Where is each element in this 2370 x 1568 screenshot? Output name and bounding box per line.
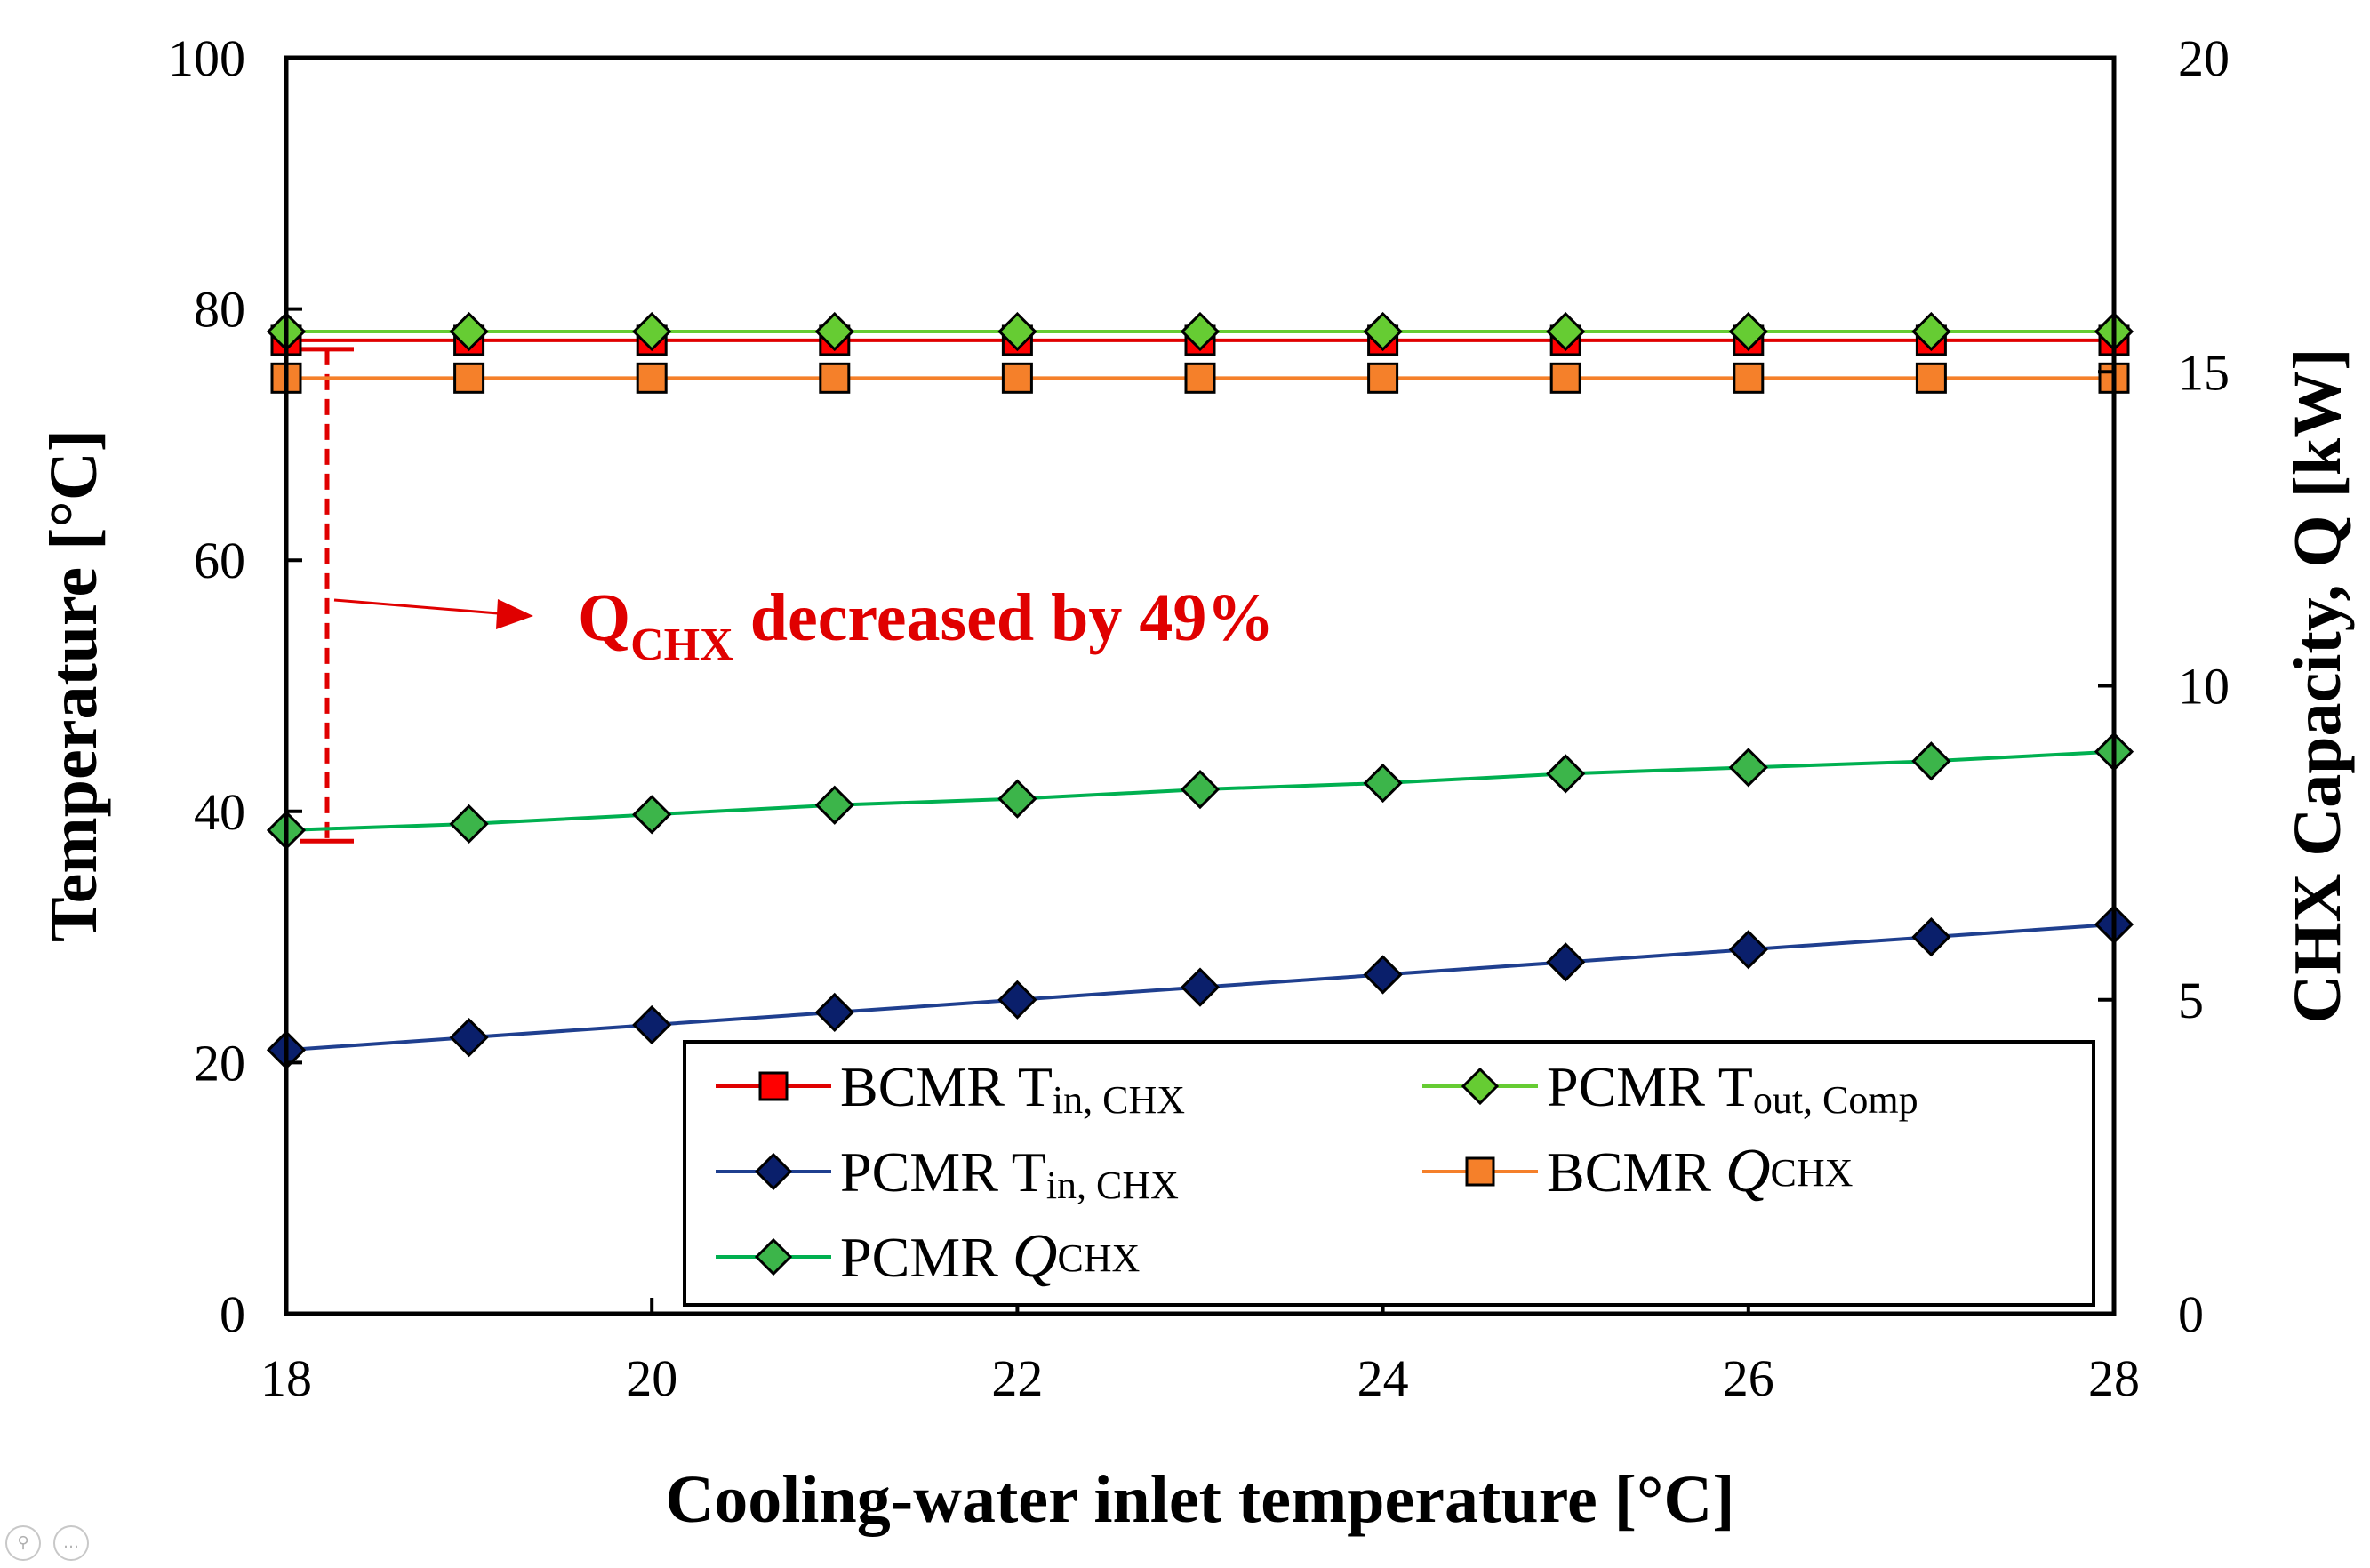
data-point [1728, 930, 1768, 970]
y-right-tick-label: 10 [2178, 658, 2230, 716]
data-point [1367, 362, 1399, 394]
y-right-tick-label: 20 [2178, 29, 2230, 87]
x-tick-label: 20 [626, 1349, 677, 1407]
legend-entry: BCMR QCHX [1422, 1137, 1853, 1205]
data-point [1546, 754, 1586, 794]
data-point [997, 311, 1037, 352]
legend-label: BCMR Tin, CHX [840, 1055, 1185, 1122]
y-right-tick-label: 15 [2178, 343, 2230, 401]
data-point [453, 362, 485, 394]
data-point [449, 804, 489, 844]
arrow-head [496, 599, 533, 629]
x-tick-label: 26 [1723, 1349, 1774, 1407]
data-point [754, 1152, 793, 1191]
data-point [1363, 311, 1403, 352]
annotation-text: QCHX decreased by 49% [578, 580, 1274, 670]
data-point [1733, 362, 1765, 394]
data-point [1911, 916, 1951, 957]
annotation: QCHX decreased by 49% [300, 347, 1274, 844]
legend-entry: BCMR Tin, CHX [716, 1055, 1185, 1122]
data-point [449, 1018, 489, 1058]
ellipsis-icon[interactable]: … [53, 1525, 89, 1561]
data-point [997, 980, 1037, 1020]
legend-entry: PCMR QCHX [716, 1222, 1140, 1291]
legend-label: PCMR QCHX [840, 1222, 1140, 1291]
y-left-tick-label: 40 [194, 783, 245, 841]
series-1 [266, 311, 2134, 352]
x-tick-label: 22 [991, 1349, 1043, 1407]
data-point [1461, 1067, 1500, 1106]
data-point [1911, 311, 1951, 352]
y-left-tick-label: 20 [194, 1034, 245, 1092]
legend-entry: PCMR Tout, Comp [1422, 1055, 1918, 1122]
data-point [1546, 942, 1586, 982]
series-3 [270, 362, 2130, 394]
x-tick-label: 28 [2088, 1349, 2140, 1407]
y-right-axis-title: CHX Capacity, Q [kW] [2280, 348, 2355, 1024]
arrow-shaft [333, 598, 499, 615]
data-point [1001, 362, 1033, 394]
data-point [1915, 362, 1947, 394]
data-point [1184, 362, 1216, 394]
legend-label: PCMR Tin, CHX [840, 1140, 1179, 1207]
data-point [814, 785, 854, 825]
legend: BCMR Tin, CHX PCMR Tout, Comp PCMR Tin, CH… [683, 1040, 2095, 1307]
legend-box [683, 1040, 2095, 1307]
data-point [1180, 967, 1221, 1007]
data-point [1728, 748, 1768, 788]
y-left-tick-label: 80 [194, 281, 245, 339]
magnifier-icon[interactable]: ⚲ [5, 1525, 41, 1561]
data-point [814, 311, 854, 352]
y-left-tick-label: 0 [220, 1285, 245, 1343]
series-4 [266, 732, 2134, 851]
data-point [819, 362, 851, 394]
data-point [1363, 763, 1403, 804]
data-point [449, 311, 489, 352]
data-point [1180, 311, 1221, 352]
data-point [758, 1071, 789, 1101]
x-axis-title: Cooling-water inlet temperature [°C] [665, 1462, 1734, 1537]
data-point [1728, 311, 1768, 352]
y-left-tick-label: 100 [168, 29, 245, 87]
data-point [1911, 741, 1951, 781]
y-right-tick-label: 5 [2178, 972, 2204, 1029]
data-point [632, 1004, 672, 1045]
data-point [1546, 311, 1586, 352]
data-point [632, 795, 672, 835]
data-point [1363, 955, 1403, 995]
data-point [997, 779, 1037, 819]
series-2 [266, 904, 2134, 1070]
legend-label: PCMR Tout, Comp [1547, 1055, 1918, 1122]
data-point [632, 311, 672, 352]
y-right-tick-label: 0 [2178, 1285, 2204, 1343]
y-left-tick-label: 60 [194, 532, 245, 589]
data-point [636, 362, 668, 394]
data-point [1549, 362, 1581, 394]
legend-entry: PCMR Tin, CHX [716, 1140, 1179, 1207]
y-left-axis-title: Temperature [°C] [36, 429, 111, 942]
data-point [814, 992, 854, 1033]
legend-label: BCMR QCHX [1547, 1137, 1853, 1205]
data-point [1465, 1156, 1495, 1187]
data-point [1180, 769, 1221, 810]
x-tick-label: 24 [1357, 1349, 1409, 1407]
x-tick-label: 18 [260, 1349, 312, 1407]
data-point [754, 1237, 793, 1276]
